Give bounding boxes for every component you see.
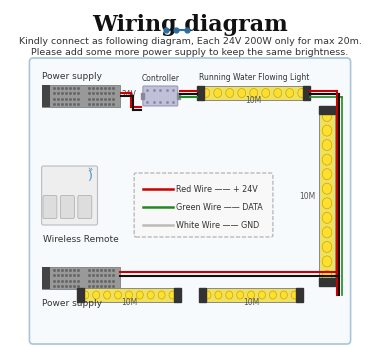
- Circle shape: [125, 291, 132, 299]
- Circle shape: [93, 291, 100, 299]
- Bar: [76, 288, 181, 302]
- Bar: [199, 288, 206, 302]
- Circle shape: [250, 88, 258, 98]
- Text: 10M: 10M: [121, 298, 137, 307]
- Circle shape: [322, 212, 332, 223]
- FancyBboxPatch shape: [29, 58, 351, 344]
- Circle shape: [169, 291, 176, 299]
- Text: Red Wire —— + 24V: Red Wire —— + 24V: [176, 185, 258, 194]
- FancyBboxPatch shape: [42, 166, 98, 225]
- Circle shape: [82, 291, 89, 299]
- FancyBboxPatch shape: [60, 195, 74, 219]
- Text: Kindly connect as following diagram, Each 24V 200W only for max 20m.: Kindly connect as following diagram, Eac…: [19, 37, 361, 46]
- Circle shape: [202, 88, 210, 98]
- Circle shape: [322, 227, 332, 238]
- Text: Please add some more power supply to keep the same brightness.: Please add some more power supply to kee…: [32, 48, 348, 57]
- FancyBboxPatch shape: [78, 195, 92, 219]
- Circle shape: [269, 291, 276, 299]
- Text: Wiring diagram: Wiring diagram: [92, 14, 288, 36]
- Bar: [319, 278, 335, 286]
- Circle shape: [322, 110, 332, 121]
- Bar: [319, 106, 335, 114]
- Bar: [42, 267, 51, 289]
- Circle shape: [158, 291, 165, 299]
- Circle shape: [114, 291, 122, 299]
- Circle shape: [274, 88, 282, 98]
- Circle shape: [322, 169, 332, 180]
- Bar: [197, 86, 310, 100]
- Circle shape: [226, 88, 234, 98]
- FancyBboxPatch shape: [143, 86, 178, 106]
- Circle shape: [322, 154, 332, 165]
- Circle shape: [322, 242, 332, 252]
- Circle shape: [322, 271, 332, 281]
- Text: Running Water Flowing Light: Running Water Flowing Light: [199, 73, 309, 82]
- Text: Wireless Remote: Wireless Remote: [43, 235, 119, 244]
- Text: Power supply: Power supply: [42, 72, 101, 81]
- Circle shape: [262, 88, 270, 98]
- Circle shape: [204, 291, 211, 299]
- FancyBboxPatch shape: [43, 195, 57, 219]
- Bar: [296, 288, 304, 302]
- Circle shape: [237, 291, 244, 299]
- Circle shape: [214, 88, 222, 98]
- Text: Green Wire —— DATA: Green Wire —— DATA: [176, 203, 263, 212]
- Bar: [42, 85, 120, 107]
- Bar: [174, 288, 181, 302]
- Bar: [76, 288, 84, 302]
- Bar: [197, 86, 204, 100]
- Bar: [42, 267, 120, 289]
- Circle shape: [322, 183, 332, 194]
- Text: »: »: [87, 166, 92, 175]
- Text: White Wire —— GND: White Wire —— GND: [176, 220, 259, 229]
- Text: 10M: 10M: [245, 96, 262, 105]
- Text: 10M: 10M: [299, 192, 316, 201]
- Circle shape: [226, 291, 233, 299]
- FancyBboxPatch shape: [134, 173, 273, 237]
- Circle shape: [238, 88, 245, 98]
- Circle shape: [280, 291, 287, 299]
- Text: ): ): [88, 170, 93, 183]
- Circle shape: [104, 291, 111, 299]
- Bar: [42, 85, 51, 107]
- Circle shape: [291, 291, 298, 299]
- Circle shape: [322, 256, 332, 267]
- Circle shape: [248, 291, 255, 299]
- Text: 10M: 10M: [243, 298, 259, 307]
- Circle shape: [286, 88, 294, 98]
- Circle shape: [147, 291, 154, 299]
- Circle shape: [136, 291, 143, 299]
- Circle shape: [322, 139, 332, 151]
- Circle shape: [322, 198, 332, 209]
- Circle shape: [322, 125, 332, 136]
- Bar: [319, 106, 335, 286]
- Circle shape: [215, 291, 222, 299]
- Bar: [304, 86, 310, 100]
- Bar: [177, 93, 179, 99]
- Text: Power supply: Power supply: [42, 299, 101, 308]
- Circle shape: [298, 88, 306, 98]
- Text: 24V: 24V: [122, 90, 137, 99]
- Bar: [199, 288, 304, 302]
- Bar: [141, 93, 144, 99]
- Text: Controller: Controller: [141, 74, 179, 83]
- Circle shape: [258, 291, 266, 299]
